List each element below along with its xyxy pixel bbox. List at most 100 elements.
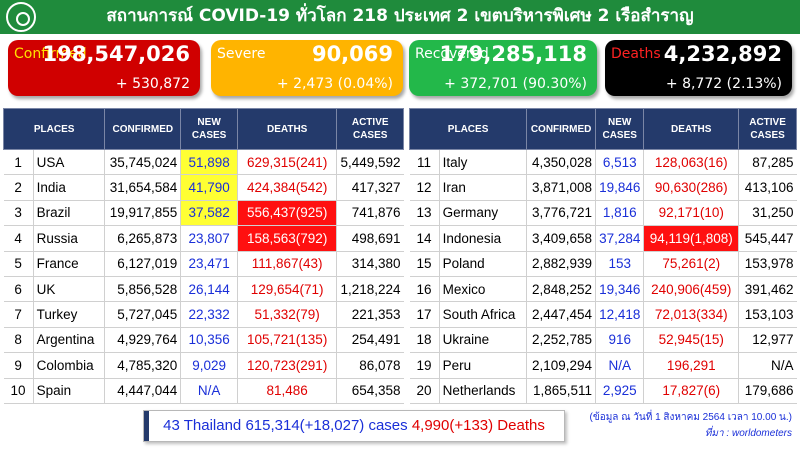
severe-card: Severe 90,069 + 2,473 (0.04%) (211, 40, 403, 96)
col-header-active-cases: ACTIVE CASES (738, 108, 797, 150)
rank-cell: 9 (3, 352, 34, 379)
table-row: 3 Brazil 19,917,855 37,582 556,437(925) 741,8… (3, 200, 404, 227)
new-cases-cell: 1,816 (595, 200, 645, 227)
deaths-cell: 92,171(10) (643, 200, 740, 227)
ministry-emblem-icon (6, 2, 36, 32)
new-cases-cell: 23,807 (180, 225, 238, 252)
thailand-summary-text: 43 Thailand 615,314(+18,027) cases 4,990… (144, 411, 564, 441)
new-cases-cell: 19,846 (595, 174, 645, 201)
rank-cell: 1 (3, 149, 34, 176)
rank-cell: 20 (409, 378, 440, 405)
table-row: 6 UK 5,856,528 26,144 129,654(71) 1,218,224 (3, 276, 404, 303)
thailand-deaths: 4,990(+133) Deaths (411, 417, 545, 434)
confirmed-cell: 4,929,764 (104, 327, 182, 354)
table-body-right: 11 Italy 4,350,028 6,513 128,063(16) 87,285 12… (409, 149, 797, 405)
rank-cell: 13 (409, 200, 440, 227)
place-cell: Indonesia (439, 225, 528, 252)
deaths-cell: 81,486 (237, 378, 338, 405)
countries-table-right: PLACES CONFIRMED NEW CASES DEATHS ACTIVE… (408, 108, 797, 405)
rank-cell: 19 (409, 352, 440, 379)
deaths-cell: 120,723(291) (237, 352, 338, 379)
place-cell: Netherlands (439, 378, 528, 405)
new-cases-cell: 26,144 (180, 276, 238, 303)
active-cases-cell: 179,686 (738, 378, 797, 405)
new-cases-cell: 6,513 (595, 149, 645, 176)
new-cases-cell: 9,029 (180, 352, 238, 379)
table-row: 20 Netherlands 1,865,511 2,925 17,827(6) 179,… (409, 378, 797, 405)
col-header-places: PLACES (2, 108, 106, 150)
active-cases-cell: 5,449,592 (336, 149, 404, 176)
page-title: สถานการณ์ COVID-19 ทั่วโลก 218 ประเทศ 2 … (106, 6, 694, 26)
table-row: 8 Argentina 4,929,764 10,356 105,721(135) 254… (3, 327, 404, 354)
new-cases-cell: 153 (595, 251, 645, 277)
active-cases-cell: 417,327 (336, 174, 404, 201)
table-row: 2 India 31,654,584 41,790 424,384(542) 417,32… (3, 174, 404, 201)
table-row: 16 Mexico 2,848,252 19,346 240,906(459) 391,4… (409, 276, 797, 303)
recovered-value: 179,285,118 (439, 42, 587, 66)
place-cell: UK (33, 276, 106, 303)
rank-cell: 16 (409, 276, 440, 303)
rank-cell: 18 (409, 327, 440, 354)
confirmed-cell: 2,882,939 (526, 251, 597, 277)
table-row: 9 Colombia 4,785,320 9,029 120,723(291) 86,07… (3, 352, 404, 379)
recovered-label: Recovered (415, 46, 489, 62)
new-cases-cell: 37,284 (595, 225, 645, 252)
new-cases-cell: 23,471 (180, 251, 238, 277)
confirmed-value: 198,547,026 (42, 42, 190, 66)
rank-cell: 4 (3, 225, 34, 252)
confirmed-cell: 3,409,658 (526, 225, 597, 252)
confirmed-cell: 4,785,320 (104, 352, 182, 379)
place-cell: Russia (33, 225, 106, 252)
deaths-delta: + 8,772 (2.13%) (665, 76, 782, 92)
deaths-cell: 17,827(6) (643, 378, 740, 405)
confirmed-cell: 6,127,019 (104, 251, 182, 277)
table-row: 13 Germany 3,776,721 1,816 92,171(10) 31,250 (409, 200, 797, 227)
confirmed-cell: 3,871,008 (526, 174, 597, 201)
deaths-card: Deaths 4,232,892 + 8,772 (2.13%) (605, 40, 792, 96)
deaths-cell: 196,291 (643, 352, 740, 379)
deaths-cell: 51,332(79) (237, 301, 338, 328)
confirmed-label: Confirmed (14, 46, 87, 62)
rank-cell: 14 (409, 225, 440, 252)
table-row: 19 Peru 2,109,294 N/A 196,291 N/A (409, 352, 797, 379)
col-header-deaths: DEATHS (236, 108, 338, 150)
table-row: 12 Iran 3,871,008 19,846 90,630(286) 413,106 (409, 174, 797, 201)
confirmed-card: Confirmed 198,547,026 + 530,872 (8, 40, 200, 96)
rank-cell: 12 (409, 174, 440, 201)
new-cases-cell: 916 (595, 327, 645, 354)
deaths-cell: 424,384(542) (237, 174, 338, 201)
new-cases-cell: 10,356 (180, 327, 238, 354)
data-source: ที่มา : worldometers (704, 428, 792, 439)
col-header-new-cases: NEW CASES (180, 108, 238, 150)
rank-cell: 17 (409, 301, 440, 328)
thailand-cases: 43 Thailand 615,314(+18,027) cases (163, 417, 408, 434)
confirmed-cell: 2,109,294 (526, 352, 597, 379)
table-row: 14 Indonesia 3,409,658 37,284 94,119(1,808) 5… (409, 225, 797, 252)
confirmed-cell: 19,917,855 (104, 200, 182, 227)
col-header-confirmed: CONFIRMED (526, 108, 597, 150)
col-header-deaths: DEATHS (643, 108, 740, 150)
col-header-active-cases: ACTIVE CASES (336, 108, 404, 150)
active-cases-cell: N/A (738, 352, 797, 379)
recovered-card: Recovered 179,285,118 + 372,701 (90.30%) (409, 40, 597, 96)
active-cases-cell: 413,106 (738, 174, 797, 201)
severe-value: 90,069 (311, 42, 393, 66)
col-header-places: PLACES (408, 108, 528, 150)
page-header: สถานการณ์ COVID-19 ทั่วโลก 218 ประเทศ 2 … (0, 0, 800, 34)
active-cases-cell: 221,353 (336, 301, 404, 328)
new-cases-cell: N/A (595, 352, 645, 379)
active-cases-cell: 545,447 (738, 225, 797, 252)
place-cell: India (33, 174, 106, 201)
confirmed-cell: 4,350,028 (526, 149, 597, 176)
col-header-new-cases: NEW CASES (595, 108, 645, 150)
col-header-confirmed: CONFIRMED (104, 108, 182, 150)
recovered-delta: + 372,701 (90.30%) (444, 76, 587, 92)
active-cases-cell: 153,978 (738, 251, 797, 277)
table-row: 11 Italy 4,350,028 6,513 128,063(16) 87,285 (409, 149, 797, 176)
active-cases-cell: 391,462 (738, 276, 797, 303)
active-cases-cell: 741,876 (336, 200, 404, 227)
confirmed-cell: 1,865,511 (526, 378, 597, 405)
rank-cell: 10 (3, 378, 34, 405)
new-cases-cell: N/A (180, 378, 238, 405)
confirmed-cell: 6,265,873 (104, 225, 182, 252)
